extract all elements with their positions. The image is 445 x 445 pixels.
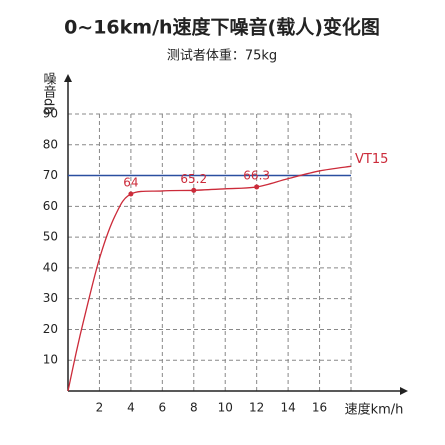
chart-subtitle: 测试者体重：75kg (167, 48, 277, 64)
data-label: 65.2 (180, 172, 207, 186)
y-tick-label: 80 (43, 137, 58, 151)
x-tick-label: 4 (127, 401, 135, 415)
y-axis-label: 噪音db (41, 72, 57, 115)
y-tick-label: 90 (43, 107, 58, 121)
x-tick-label: 12 (249, 401, 264, 415)
x-tick-label: 8 (190, 401, 198, 415)
data-point (254, 184, 260, 190)
x-tick-label: 2 (96, 401, 104, 415)
y-tick-label: 70 (43, 168, 58, 182)
x-tick-label: 6 (159, 401, 167, 415)
y-tick-label: 10 (43, 353, 58, 367)
data-label: 64 (123, 176, 138, 190)
y-tick-label: 50 (43, 230, 58, 244)
data-label: 66.3 (243, 168, 270, 182)
y-tick-label: 60 (43, 199, 58, 213)
x-tick-label: 16 (312, 401, 327, 415)
x-tick-label: 14 (280, 401, 295, 415)
data-point (191, 187, 197, 193)
y-tick-label: 30 (43, 291, 58, 305)
y-axis-arrow (64, 74, 72, 82)
y-tick-label: 40 (43, 260, 58, 274)
x-tick-label: 10 (218, 401, 233, 415)
line (67, 165, 352, 392)
chart-title: 0~16km/h速度下噪音(载人)变化图 (64, 16, 380, 39)
data-point (128, 191, 134, 197)
x-axis-arrow (400, 387, 408, 395)
series-label: VT15 (355, 152, 388, 167)
x-axis-label: 速度km/h (345, 402, 404, 418)
y-tick-label: 20 (43, 322, 58, 336)
